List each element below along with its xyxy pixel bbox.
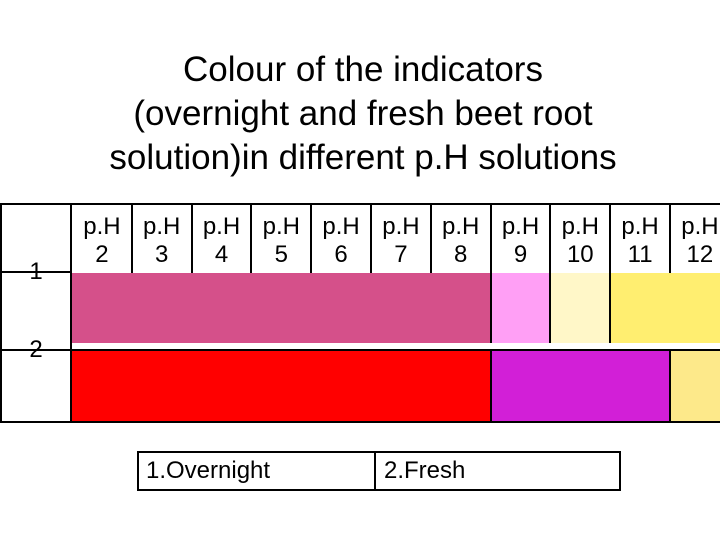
ph-color-grid bbox=[0, 203, 720, 423]
ph-header-label: p.H bbox=[143, 213, 181, 240]
ph-header-value: 4 bbox=[214, 241, 229, 268]
segment-divider bbox=[609, 273, 612, 343]
color-segment-ph-9-9 bbox=[491, 273, 550, 343]
header-column-divider bbox=[250, 205, 253, 273]
ph-header-value: 2 bbox=[95, 241, 109, 268]
ph-header-value: 9 bbox=[513, 241, 528, 268]
color-segment-ph-11-12 bbox=[611, 273, 720, 343]
ph-header-10: p.H 10 bbox=[550, 205, 610, 273]
header-column-divider bbox=[489, 205, 492, 273]
ph-header-2: p.H 2 bbox=[72, 205, 132, 273]
ph-header-8: p.H 8 bbox=[431, 205, 491, 273]
header-column-divider bbox=[429, 205, 432, 273]
color-segment-ph-9-11 bbox=[491, 351, 669, 421]
legend-item-overnight: 1.Overnight bbox=[146, 457, 271, 484]
ph-header-label: p.H bbox=[501, 213, 540, 240]
legend-item-fresh: 2.Fresh bbox=[384, 457, 466, 484]
ph-header-label: p.H bbox=[442, 213, 480, 240]
legend-box bbox=[137, 451, 621, 491]
ph-header-value: 5 bbox=[274, 241, 288, 268]
header-column-divider bbox=[549, 205, 552, 273]
title-line-1: Colour of the indicators bbox=[183, 50, 543, 89]
header-column-divider bbox=[669, 205, 671, 273]
ph-header-9: p.H 9 bbox=[491, 205, 551, 273]
row-label-1: 1 bbox=[29, 258, 43, 285]
ph-header-value: 7 bbox=[394, 241, 408, 268]
ph-header-value: 6 bbox=[334, 241, 348, 268]
row-label-2: 2 bbox=[29, 336, 43, 363]
color-segment-ph-12-12 bbox=[671, 351, 720, 421]
header-column-divider bbox=[310, 205, 313, 273]
header-column-divider bbox=[130, 205, 133, 273]
ph-header-label: p.H bbox=[83, 213, 121, 240]
diagram-title: Colour of the indicators (overnight and … bbox=[0, 48, 720, 180]
segment-divider bbox=[669, 351, 671, 421]
ph-header-label: p.H bbox=[621, 213, 659, 240]
ph-header-12: p.H 12 bbox=[670, 205, 720, 273]
label-column-divider bbox=[70, 203, 72, 423]
ph-header-label: p.H bbox=[202, 213, 241, 240]
segment-divider bbox=[489, 351, 492, 421]
title-line-2: (overnight and fresh beet root bbox=[133, 94, 593, 133]
ph-header-value: 12 bbox=[686, 241, 714, 268]
ph-header-7: p.H 7 bbox=[371, 205, 431, 273]
color-segment-ph-2-8 bbox=[72, 351, 490, 421]
ph-header-11: p.H 11 bbox=[610, 205, 670, 273]
row-divider bbox=[0, 349, 720, 351]
row-divider bbox=[0, 271, 72, 273]
ph-header-value: 10 bbox=[566, 241, 594, 268]
ph-header-3: p.H 3 bbox=[132, 205, 192, 273]
ph-header-value: 3 bbox=[155, 241, 169, 268]
ph-header-4: p.H 4 bbox=[192, 205, 252, 273]
ph-header-value: 11 bbox=[627, 241, 653, 268]
legend-divider bbox=[374, 451, 376, 491]
color-segment-ph-10-10 bbox=[551, 273, 610, 343]
ph-header-label: p.H bbox=[561, 213, 599, 240]
header-column-divider bbox=[190, 205, 193, 273]
title-line-3: solution)in different p.H solutions bbox=[109, 138, 617, 177]
ph-header-value: 8 bbox=[454, 241, 468, 268]
ph-header-5: p.H 5 bbox=[251, 205, 311, 273]
ph-header-label: p.H bbox=[382, 213, 420, 240]
segment-divider bbox=[489, 273, 492, 343]
color-segment-ph-2-8 bbox=[72, 273, 490, 343]
header-column-divider bbox=[370, 205, 372, 273]
ph-header-label: p.H bbox=[681, 213, 719, 240]
header-column-divider bbox=[609, 205, 612, 273]
ph-header-label: p.H bbox=[322, 213, 360, 240]
ph-header-label: p.H bbox=[262, 213, 300, 240]
ph-header-6: p.H 6 bbox=[311, 205, 371, 273]
segment-divider bbox=[549, 273, 552, 343]
